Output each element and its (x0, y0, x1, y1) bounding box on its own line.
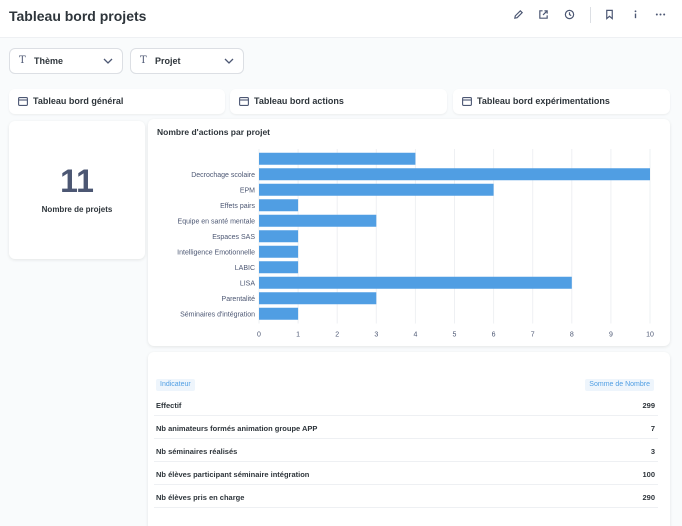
x-tick-label: 10 (646, 332, 654, 339)
chart-card[interactable]: Nombre d'actions par projet Decrochage s… (148, 119, 670, 346)
dashboard-icon (239, 97, 249, 106)
row-name: Nb animateurs formés animation groupe AP… (156, 424, 318, 433)
bookmark-icon[interactable] (601, 6, 617, 22)
info-icon[interactable] (627, 6, 643, 22)
chart-title: Nombre d'actions par projet (157, 127, 271, 137)
category-label: Intelligence Emotionnelle (177, 249, 255, 256)
history-icon[interactable] (561, 6, 577, 22)
x-tick-label: 1 (296, 332, 300, 339)
table-card[interactable]: Indicateur Somme de Nombre Effectif 299 … (148, 352, 670, 526)
tab-actions[interactable]: Tableau bord actions (230, 89, 447, 114)
dashboard-icon (18, 97, 28, 106)
x-tick-label: 3 (374, 332, 378, 339)
more-icon[interactable] (652, 6, 668, 22)
x-tick-label: 2 (335, 332, 339, 339)
header-divider (590, 7, 591, 23)
x-tick-label: 6 (492, 332, 496, 339)
table-row: Nb élèves participant séminaire intégrat… (154, 463, 658, 485)
scalar-card[interactable]: 11 Nombre de projets (9, 121, 145, 259)
category-label: EPM (240, 187, 255, 194)
row-value: 100 (642, 470, 655, 479)
bar[interactable] (259, 292, 377, 305)
tab-actions-label: Tableau bord actions (254, 96, 344, 106)
page-title: Tableau bord projets (9, 8, 147, 24)
table-row: Nb séminaires réalisés 3 (154, 440, 658, 462)
scalar-value: 11 (60, 163, 94, 199)
category-label: Decrochage scolaire (191, 172, 255, 179)
bar[interactable] (259, 152, 416, 165)
share-icon[interactable] (535, 6, 551, 22)
text-type-icon: T (19, 55, 26, 66)
tab-general[interactable]: Tableau bord général (9, 89, 225, 114)
scalar-label: Nombre de projets (41, 205, 113, 214)
dashboard-header: Tableau bord projets (0, 0, 682, 38)
x-tick-label: 0 (257, 332, 261, 339)
chevron-down-icon (103, 58, 113, 64)
x-tick-label: 4 (413, 332, 417, 339)
tab-general-label: Tableau bord général (33, 96, 124, 106)
dashboard-icon (462, 97, 472, 106)
row-value: 7 (650, 424, 655, 433)
category-label: Séminaires d'intégration (180, 311, 255, 318)
row-value: 3 (650, 447, 655, 456)
category-label: Equipe en santé mentale (178, 218, 256, 225)
filter-theme-label: Thème (34, 56, 64, 66)
category-label: LABIC (235, 265, 255, 272)
chevron-down-icon (224, 58, 234, 64)
tab-experimentations-label: Tableau bord expérimentations (477, 96, 610, 106)
bar[interactable] (259, 307, 299, 320)
filter-project[interactable]: T Projet (130, 48, 244, 74)
bar-chart: Decrochage scolaire EPM Effets pairs Equipe… (177, 149, 654, 339)
x-tick-label: 9 (609, 332, 613, 339)
row-name: Nb élèves participant séminaire intégrat… (156, 470, 310, 479)
column-header-indicator[interactable]: Indicateur (156, 379, 195, 391)
row-name: Nb élèves pris en charge (156, 493, 245, 502)
x-tick-label: 5 (453, 332, 457, 339)
category-label: Espaces SAS (212, 234, 255, 241)
filter-theme[interactable]: T Thème (9, 48, 123, 74)
bar[interactable] (259, 230, 299, 243)
bar[interactable] (259, 261, 299, 274)
tab-experimentations[interactable]: Tableau bord expérimentations (453, 89, 670, 114)
row-value: 299 (642, 401, 655, 410)
bar[interactable] (259, 214, 377, 227)
bar[interactable] (259, 199, 299, 212)
bar[interactable] (259, 276, 572, 289)
category-label: Parentalité (222, 296, 256, 303)
table-row: Effectif 299 (154, 394, 658, 416)
category-label: Effets pairs (220, 203, 255, 210)
bar[interactable] (259, 183, 494, 196)
row-name: Nb séminaires réalisés (156, 447, 238, 456)
bar[interactable] (259, 168, 650, 181)
table-row: Nb élèves pris en charge 290 (154, 486, 658, 508)
row-name: Effectif (156, 401, 182, 410)
table-row: Nb animateurs formés animation groupe AP… (154, 417, 658, 439)
edit-icon[interactable] (510, 6, 526, 22)
text-type-icon: T (140, 55, 147, 66)
bar[interactable] (259, 245, 299, 258)
column-header-sum[interactable]: Somme de Nombre (585, 379, 654, 391)
category-label: LISA (240, 280, 256, 287)
x-tick-label: 8 (570, 332, 574, 339)
row-value: 290 (642, 493, 655, 502)
filter-project-label: Projet (155, 56, 181, 66)
x-tick-label: 7 (531, 332, 535, 339)
